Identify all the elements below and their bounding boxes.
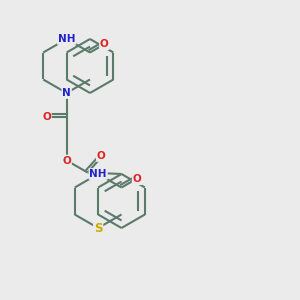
Text: O: O (42, 112, 51, 122)
Text: O: O (62, 155, 71, 166)
Text: NH: NH (89, 169, 107, 179)
Text: NH: NH (58, 34, 75, 44)
Text: O: O (100, 39, 109, 49)
Text: O: O (133, 174, 141, 184)
Text: N: N (62, 88, 71, 98)
Text: O: O (97, 151, 106, 161)
Text: S: S (94, 221, 102, 235)
